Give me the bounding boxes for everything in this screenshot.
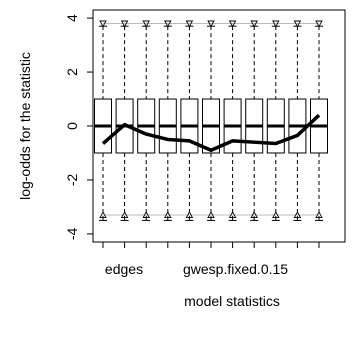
box-1 — [94, 25, 112, 221]
upper-marker — [250, 20, 258, 28]
x-tick-label: gwesp.fixed.0.15 — [183, 261, 288, 277]
upper-marker — [315, 20, 323, 28]
box-4 — [158, 25, 177, 221]
upper-marker — [207, 20, 215, 28]
box-5 — [180, 25, 199, 221]
lower-marker — [250, 211, 258, 218]
y-tick-label: 2 — [64, 68, 80, 76]
lower-marker — [120, 211, 129, 218]
markers — [99, 20, 323, 218]
upper-marker — [120, 20, 129, 28]
upper-marker — [228, 20, 237, 28]
observed-line — [101, 113, 321, 153]
lower-marker — [99, 211, 107, 218]
y-tick-label: -2 — [64, 174, 80, 187]
lower-marker — [293, 211, 302, 218]
y-tick-label: 4 — [64, 14, 80, 22]
box-6 — [202, 25, 220, 221]
y-axis: -4 -2 0 2 4 — [64, 14, 93, 240]
lower-marker — [315, 211, 323, 218]
lower-marker — [228, 211, 237, 218]
box-11 — [310, 25, 328, 221]
box-9 — [266, 25, 285, 221]
box-3 — [137, 25, 156, 221]
box-10 — [288, 25, 307, 221]
upper-marker — [142, 20, 150, 28]
x-axis-label: model statistics — [184, 293, 280, 309]
upper-marker — [272, 20, 280, 28]
upper-marker — [185, 20, 194, 28]
plot-area — [92, 9, 346, 243]
lower-marker — [142, 211, 150, 218]
upper-marker — [293, 20, 302, 28]
box-8 — [245, 25, 264, 221]
reference-lines — [103, 22, 319, 216]
upper-marker — [99, 20, 107, 28]
lower-marker — [272, 211, 280, 218]
box-7 — [223, 25, 242, 221]
lower-marker — [164, 211, 172, 218]
boxes — [94, 25, 328, 221]
y-axis-label: log-odds for the statistic — [17, 52, 33, 200]
y-tick-label: 0 — [64, 122, 80, 130]
x-tick-label: edges — [105, 261, 143, 277]
upper-marker — [164, 20, 172, 28]
lower-marker — [207, 211, 215, 218]
y-tick-label: -4 — [64, 227, 80, 240]
x-axis: edges gwesp.fixed.0.15 — [102, 242, 320, 277]
lower-marker — [185, 211, 194, 218]
